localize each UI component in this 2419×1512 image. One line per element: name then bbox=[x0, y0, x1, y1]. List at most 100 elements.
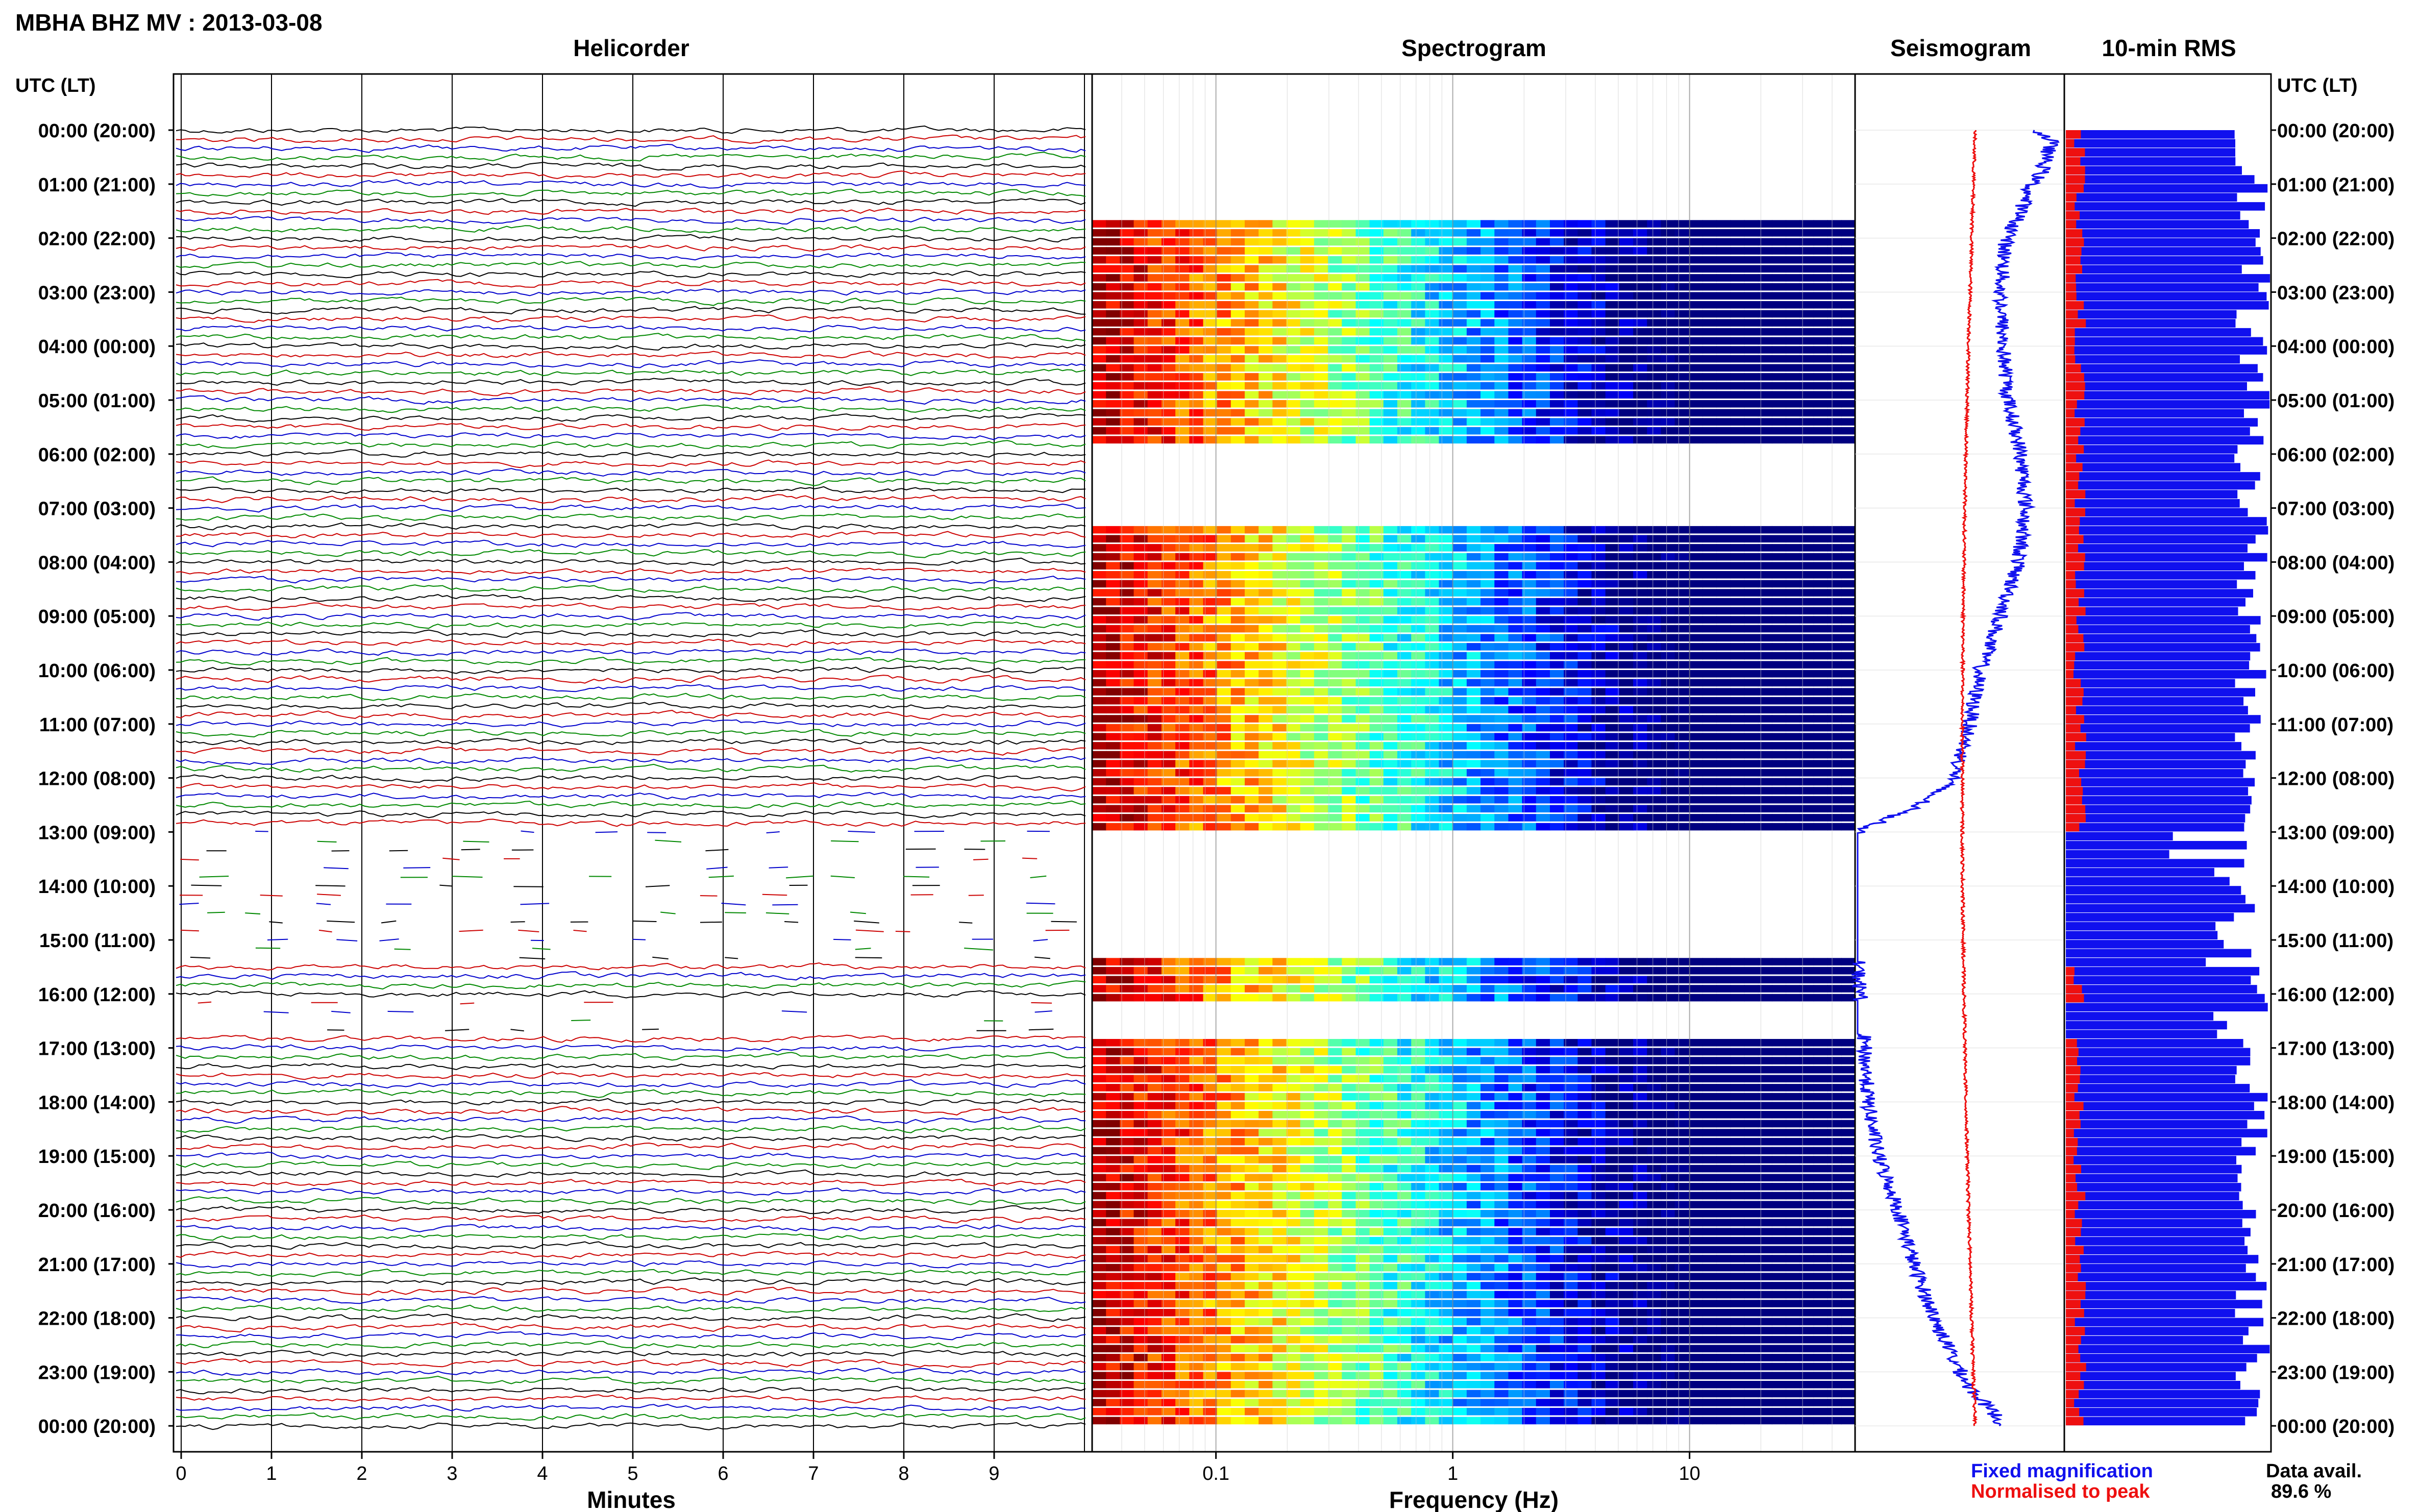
spectrogram-cell bbox=[1106, 616, 1121, 624]
spectrogram-cell bbox=[1522, 1075, 1537, 1083]
spectrogram-cell bbox=[1564, 1210, 1578, 1218]
spectrogram-cell bbox=[1133, 1102, 1148, 1109]
spectrogram-cell bbox=[1841, 571, 1856, 579]
spectrogram-cell bbox=[1245, 652, 1260, 660]
time-label-right: 08:00 (04:00) bbox=[2277, 552, 2395, 574]
spectrogram-cell bbox=[1147, 966, 1162, 975]
spectrogram-cell bbox=[1411, 1111, 1426, 1119]
spectrogram-cell bbox=[1189, 373, 1204, 381]
spectrogram-cell bbox=[1342, 598, 1356, 606]
spectrogram-cell bbox=[1369, 301, 1384, 309]
spectrogram-cell bbox=[1106, 769, 1121, 777]
spectrogram-cell bbox=[1425, 607, 1440, 615]
spectrogram-cell bbox=[1272, 598, 1287, 606]
spectrogram-cell bbox=[1452, 697, 1467, 705]
spectrogram-cell bbox=[1550, 616, 1565, 624]
spectrogram-cell bbox=[1342, 1174, 1356, 1182]
spectrogram-cell bbox=[1397, 823, 1412, 831]
spectrogram-cell bbox=[1480, 607, 1495, 615]
spectrogram-cell bbox=[1272, 1192, 1287, 1200]
spectrogram-cell bbox=[1799, 355, 1814, 363]
spectrogram-cell bbox=[1619, 616, 1634, 624]
spectrogram-cell bbox=[1758, 787, 1772, 795]
spectrogram-cell bbox=[1328, 274, 1343, 282]
spectrogram-cell bbox=[1230, 355, 1245, 363]
spectrogram-cell bbox=[1744, 256, 1759, 264]
spectrogram-cell bbox=[1716, 1156, 1731, 1163]
spectrogram-cell bbox=[1217, 427, 1231, 435]
spectrogram-cell bbox=[1258, 966, 1273, 975]
spectrogram-cell bbox=[1161, 580, 1176, 588]
spectrogram-cell bbox=[1564, 1048, 1578, 1056]
spectrogram-cell bbox=[1744, 670, 1759, 678]
spectrogram-cell bbox=[1342, 247, 1356, 255]
spectrogram-cell bbox=[1758, 400, 1772, 408]
helicorder-trace bbox=[176, 413, 1086, 423]
spectrogram-cell bbox=[1647, 355, 1662, 363]
spectrogram-cell bbox=[1217, 355, 1231, 363]
spectrogram-cell bbox=[1175, 607, 1190, 615]
spectrogram-cell bbox=[1189, 607, 1204, 615]
spectrogram-cell bbox=[1522, 733, 1537, 740]
spectrogram-cell bbox=[1300, 580, 1315, 588]
spectrogram-cell bbox=[1536, 724, 1550, 732]
spectrogram-cell bbox=[1245, 778, 1260, 786]
spectrogram-cell bbox=[1092, 1210, 1107, 1218]
spectrogram-cell bbox=[1508, 328, 1523, 336]
spectrogram-cell bbox=[1730, 355, 1745, 363]
spectrogram-cell bbox=[1799, 436, 1814, 444]
spectrogram-cell bbox=[1217, 319, 1231, 327]
spectrogram-cell bbox=[1355, 805, 1370, 813]
spectrogram-cell bbox=[1619, 1102, 1634, 1109]
spectrogram-cell bbox=[1272, 607, 1287, 615]
spectrogram-cell bbox=[1272, 292, 1287, 300]
time-label-right: 17:00 (13:00) bbox=[2277, 1038, 2395, 1060]
spectrogram-cell bbox=[1175, 346, 1190, 354]
spectrogram-cell bbox=[1647, 742, 1662, 750]
spectrogram-cell bbox=[1272, 418, 1287, 426]
spectrogram-cell bbox=[1564, 580, 1578, 588]
spectrogram-cell bbox=[1841, 364, 1856, 372]
spectrogram-cell bbox=[1230, 751, 1245, 759]
spectrogram-cell bbox=[1827, 1137, 1842, 1146]
spectrogram-cell bbox=[1480, 319, 1495, 327]
spectrogram-cell bbox=[1217, 751, 1231, 759]
spectrogram-cell bbox=[1647, 364, 1662, 372]
spectrogram-cell bbox=[1217, 958, 1231, 965]
spectrogram-cell bbox=[1661, 418, 1675, 426]
spectrogram-cell bbox=[1133, 328, 1148, 336]
spectrogram-cell bbox=[1841, 544, 1856, 552]
time-label-right: 23:00 (19:00) bbox=[2277, 1362, 2395, 1383]
spectrogram-cell bbox=[1133, 589, 1148, 597]
spectrogram-cell bbox=[1813, 382, 1828, 390]
spectrogram-cell bbox=[1786, 220, 1800, 228]
spectrogram-cell bbox=[1133, 571, 1148, 579]
spectrogram-cell bbox=[1147, 301, 1162, 309]
spectrogram-cell bbox=[1619, 1183, 1634, 1191]
helicorder-title: Helicorder bbox=[573, 35, 689, 61]
spectrogram-cell bbox=[1230, 1039, 1245, 1047]
spectrogram-cell bbox=[1466, 382, 1482, 390]
spectrogram-cell bbox=[1605, 400, 1620, 408]
spectrogram-cell bbox=[1744, 760, 1759, 767]
spectrogram-cell bbox=[1771, 1164, 1787, 1173]
spectrogram-cell bbox=[1522, 373, 1537, 381]
spectrogram-cell bbox=[1120, 256, 1134, 264]
spectrogram-cell bbox=[1813, 274, 1828, 282]
spectrogram-cell bbox=[1217, 706, 1231, 714]
spectrogram-cell bbox=[1813, 373, 1828, 381]
spectrogram-cell bbox=[1383, 643, 1398, 651]
spectrogram-cell bbox=[1716, 958, 1731, 965]
spectrogram-cell bbox=[1161, 679, 1176, 687]
spectrogram-cell bbox=[1841, 400, 1856, 408]
spectrogram-cell bbox=[1466, 1065, 1482, 1074]
spectrogram-cell bbox=[1328, 436, 1343, 444]
spectrogram-cell bbox=[1716, 697, 1731, 705]
spectrogram-cell bbox=[1439, 292, 1453, 300]
spectrogram-cell bbox=[1369, 391, 1384, 399]
spectrogram-cell bbox=[1799, 553, 1814, 561]
spectrogram-cell bbox=[1106, 418, 1121, 426]
spectrogram-cell bbox=[1328, 643, 1343, 651]
spectrogram-cell bbox=[1230, 985, 1245, 993]
spectrogram-cell bbox=[1619, 787, 1634, 795]
